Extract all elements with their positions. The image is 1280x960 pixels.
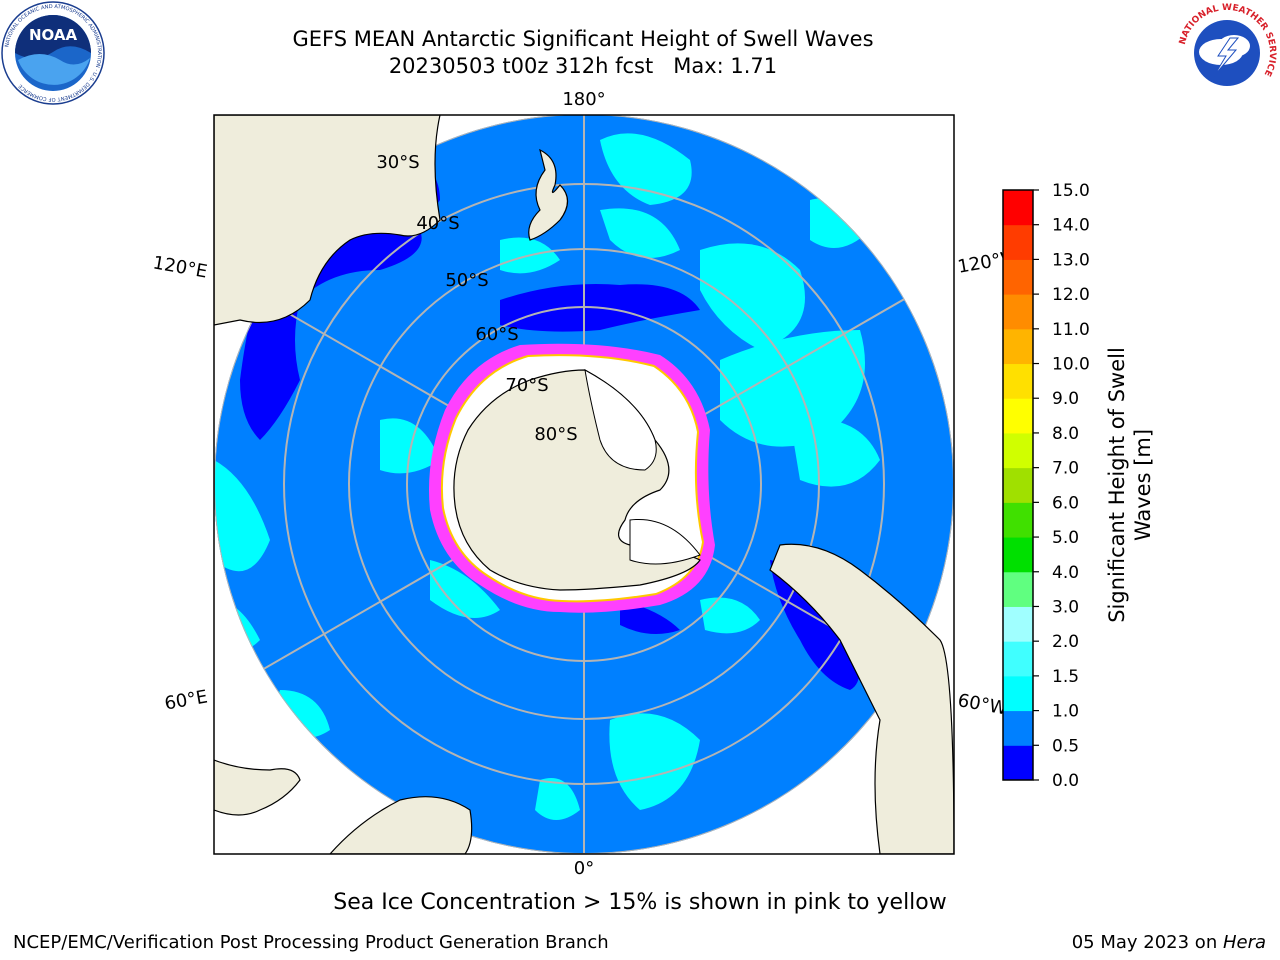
colorbar-tick-label: 5.0 <box>1052 528 1079 548</box>
colorbar-tick-label: 9.0 <box>1052 389 1079 409</box>
lat-label: 60°S <box>475 324 518 345</box>
colorbar-swatch <box>1003 224 1033 260</box>
lat-label: 40°S <box>416 213 459 234</box>
colorbar-swatch <box>1003 675 1033 712</box>
lat-label: 50°S <box>445 270 488 291</box>
colorbar-swatch <box>1003 398 1033 434</box>
land-masses <box>214 115 954 854</box>
noaa-logo-text: NOAA <box>29 26 78 44</box>
colorbar-tick-label: 11.0 <box>1052 320 1090 340</box>
lon-label-60e: 60°E <box>163 686 209 714</box>
lon-label-120e: 120°E <box>151 252 209 282</box>
chart-subtitle-forecast: 20230503 t00z 312h fcst Max: 1.71 <box>388 54 778 78</box>
lat-label: 80°S <box>534 424 577 445</box>
colorbar-tick-label: 3.0 <box>1052 597 1079 617</box>
colorbar-swatch <box>1003 294 1033 330</box>
colorbar-swatch <box>1003 328 1033 365</box>
colorbar-frame <box>1002 189 1034 781</box>
lon-label-180: 180° <box>562 89 605 110</box>
colorbar-tick-label: 12.0 <box>1052 285 1090 305</box>
colorbar-tick-label: 14.0 <box>1052 216 1090 236</box>
colorbar-swatch <box>1003 363 1033 399</box>
colorbar-tick-label: 15.0 <box>1052 181 1090 201</box>
lon-label-0: 0° <box>574 858 594 879</box>
colorbar-tick-label: 7.0 <box>1052 459 1079 479</box>
chart-title: GEFS MEAN Antarctic Significant Height o… <box>292 27 874 51</box>
colorbar: 0.0 0.5 1.0 1.5 2.0 3.0 4.0 5.0 6.0 7.0 8.0 9.0 10.0… <box>1002 181 1090 791</box>
lon-label-60w: 60°W <box>956 690 1009 719</box>
lat-label: 70°S <box>505 375 548 396</box>
colorbar-swatch <box>1003 606 1033 642</box>
footer-credit: NCEP/EMC/Verification Post Processing Pr… <box>13 932 609 953</box>
lat-label: 30°S <box>376 152 419 173</box>
colorbar-swatch <box>1003 259 1033 295</box>
sea-ice-note: Sea Ice Concentration > 15% is shown in … <box>333 890 947 915</box>
colorbar-tick-label: 13.0 <box>1052 250 1090 270</box>
colorbar-tick-label: 10.0 <box>1052 355 1090 375</box>
colorbar-tick-label: 0.0 <box>1052 771 1079 791</box>
colorbar-tick-label: 8.0 <box>1052 424 1079 444</box>
colorbar-swatch <box>1003 641 1033 677</box>
colorbar-swatch <box>1003 745 1033 781</box>
colorbar-label-line2: Waves [m] <box>1131 429 1155 541</box>
antarctica <box>429 343 715 613</box>
colorbar-swatch <box>1003 502 1033 538</box>
noaa-logo: NATIONAL OCEANIC AND ATMOSPHERIC ADMINIS… <box>1 1 105 105</box>
colorbar-swatch <box>1003 190 1033 226</box>
colorbar-swatch <box>1003 432 1033 469</box>
colorbar-tick-label: 0.5 <box>1052 736 1079 756</box>
nws-logo: NATIONAL WEATHER SERVICE <box>1176 2 1278 104</box>
colorbar-swatch <box>1003 467 1033 503</box>
colorbar-tick-label: 2.0 <box>1052 632 1079 652</box>
colorbar-swatch <box>1003 710 1033 746</box>
colorbar-tick-label: 6.0 <box>1052 493 1079 513</box>
colorbar-swatch <box>1003 571 1033 607</box>
colorbar-tick-label: 1.0 <box>1052 702 1079 722</box>
colorbar-tick-label: 1.5 <box>1052 667 1079 687</box>
colorbar-tick-label: 4.0 <box>1052 563 1079 583</box>
colorbar-label-line1: Significant Height of Swell <box>1105 347 1129 623</box>
colorbar-swatch <box>1003 537 1033 573</box>
footer-host: Hera <box>1222 932 1266 953</box>
footer-date-text: 05 May 2023 on <box>1071 932 1223 953</box>
map-frame <box>213 114 955 855</box>
footer-date: 05 May 2023 on Hera <box>1072 932 1266 953</box>
